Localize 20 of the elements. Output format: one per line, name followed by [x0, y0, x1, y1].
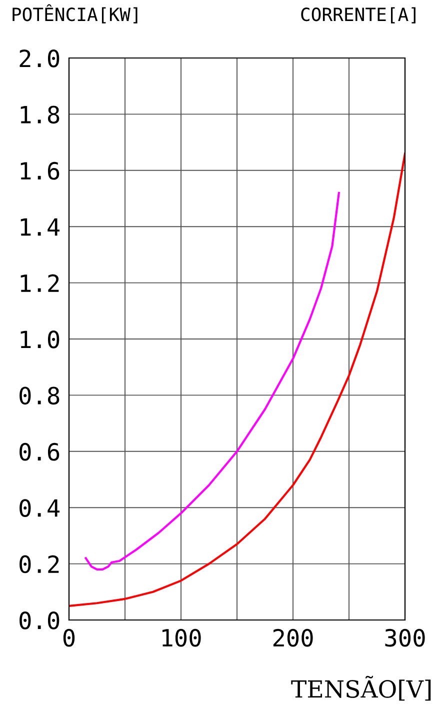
x-tick-label: 100 [162, 628, 201, 647]
x-tick-label: 200 [273, 628, 313, 647]
y-tick-label: 1.2 [20, 274, 59, 292]
y-tick-label: 0.2 [20, 555, 59, 574]
text: CORRENTE[A] [301, 7, 416, 24]
y-tick-label: 0.8 [20, 386, 60, 405]
y-tick-label: 1.8 [20, 106, 60, 124]
x-tick-label: 0 [63, 628, 75, 647]
y-tick-label: 2.0 [20, 50, 60, 68]
line-series [69, 152, 405, 607]
y-tick-label: 0.4 [20, 499, 60, 517]
y-tick-label: 1.6 [20, 162, 60, 180]
y-axis-title: POTÊNCIA[KW] [12, 4, 138, 24]
y-tick-label: 1.0 [20, 330, 60, 348]
x-axis-title: TENSÃO[V] [291, 676, 431, 701]
y-tick-label: 0.6 [20, 442, 60, 461]
x-tick-label: 300 [385, 628, 425, 647]
y-tick-label: 1.4 [20, 218, 60, 236]
line-series [84, 192, 340, 570]
y-tick-label: 0.0 [20, 612, 60, 630]
